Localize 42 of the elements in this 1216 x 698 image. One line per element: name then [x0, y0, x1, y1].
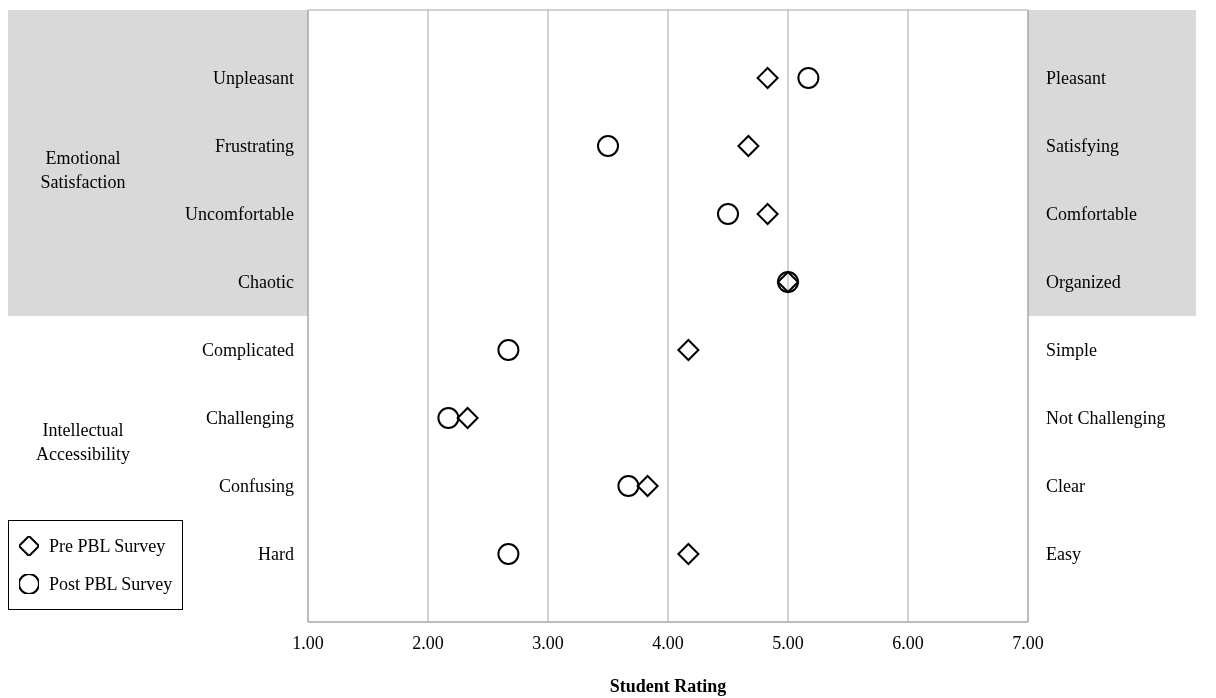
x-tick-label: 4.00: [652, 632, 684, 653]
point: [636, 475, 659, 497]
point: [497, 543, 520, 565]
y-tick-label: Chaotic: [238, 272, 294, 293]
y2-tick-label: Satisfying: [1046, 136, 1120, 157]
y-tick-label: Unpleasant: [213, 68, 294, 89]
y2-tick-label: Easy: [1046, 544, 1081, 565]
point: [737, 135, 760, 157]
y-tick-label: Confusing: [218, 476, 294, 497]
point: [437, 407, 460, 429]
point: [756, 203, 779, 225]
point: [797, 67, 820, 89]
x-tick-label: 3.00: [532, 632, 564, 653]
point: [597, 135, 619, 157]
text: Intellectual Accessibility: [35, 419, 131, 466]
text: Emotional Satisfaction: [39, 147, 127, 194]
y2-tick-label: Not Challenging: [1046, 408, 1166, 429]
point: [497, 339, 520, 361]
x-tick-label: 5.00: [772, 632, 804, 653]
x-tick-label: 2.00: [412, 632, 444, 653]
point: [717, 203, 739, 225]
y-tick-label: Challenging: [206, 408, 294, 429]
point: [456, 407, 479, 429]
y2-tick-label: Pleasant: [1046, 68, 1106, 89]
y-tick-label: Uncomfortable: [185, 204, 294, 225]
y2-tick-label: Clear: [1046, 476, 1085, 497]
legend-label: Pre PBL Survey: [49, 535, 166, 557]
point: [617, 475, 640, 497]
point: [756, 67, 779, 89]
y-tick-label: Complicated: [202, 340, 294, 361]
y2-tick-label: Comfortable: [1046, 204, 1137, 225]
y-tick-label: Hard: [258, 544, 294, 565]
y2-tick-label: Simple: [1046, 340, 1098, 361]
x-axis-title: Student Rating: [609, 676, 727, 696]
point: [677, 543, 700, 565]
x-tick-label: 1.00: [292, 632, 324, 653]
legend-label: Post PBL Survey: [49, 573, 173, 595]
y2-tick-label: Organized: [1046, 272, 1121, 293]
y-tick-label: Frustrating: [215, 136, 294, 157]
point: [677, 339, 700, 361]
x-tick-label: 6.00: [892, 632, 924, 653]
x-tick-label: 7.00: [1012, 632, 1044, 653]
